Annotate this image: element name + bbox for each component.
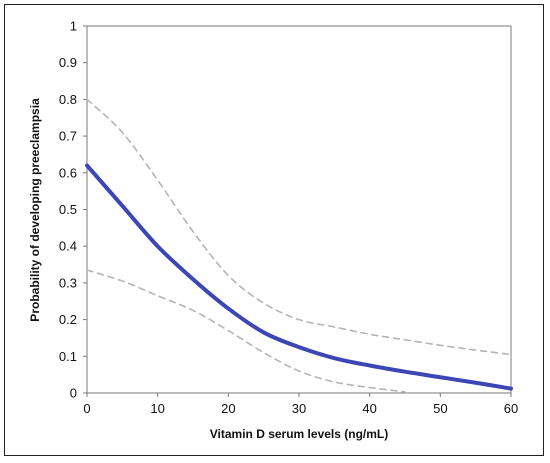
y-axis-title: Probability of developing preeclampsia (28, 98, 42, 322)
x-axis-title: Vitamin D serum levels (ng/mL) (210, 427, 389, 441)
x-tick-label: 60 (504, 401, 518, 416)
y-tick-label: 0 (70, 386, 77, 401)
y-tick-label: 0.2 (59, 312, 77, 327)
y-tick-label: 0.7 (59, 129, 77, 144)
chart-svg: 00.10.20.30.40.50.60.70.80.910 10 20 30 40 50… (28, 19, 518, 442)
x-tick-label: 20 (221, 401, 235, 416)
series-line-lower-bound (86, 269, 406, 393)
x-tick-label: 30 (292, 401, 306, 416)
series-line-estimate (85, 163, 513, 391)
y-tick-label: 0.9 (59, 55, 77, 70)
x-tick-label: 40 (362, 401, 376, 416)
x-tick-label: 0 (83, 401, 90, 416)
x-tick-label: 50 (433, 401, 447, 416)
y-tick-label: 0.4 (59, 239, 77, 254)
x-tick-label: 10 (150, 401, 164, 416)
y-tick-label: 0.6 (59, 165, 77, 180)
y-tick-label: 1 (70, 19, 77, 34)
y-tick-label: 0.8 (59, 92, 77, 107)
y-tick-label: 0.3 (59, 275, 77, 290)
chart-frame: 0 0.1 0.2 0.3 0.4 0.5 0.6 0.7 0.8 0.9 1 0 10 20 30 40 50… (4, 4, 544, 456)
plot-area-border (86, 25, 512, 394)
y-tick-label: 0.5 (59, 202, 77, 217)
series-line-upper-bound (86, 98, 512, 356)
y-tick-label: 0.1 (59, 349, 77, 364)
